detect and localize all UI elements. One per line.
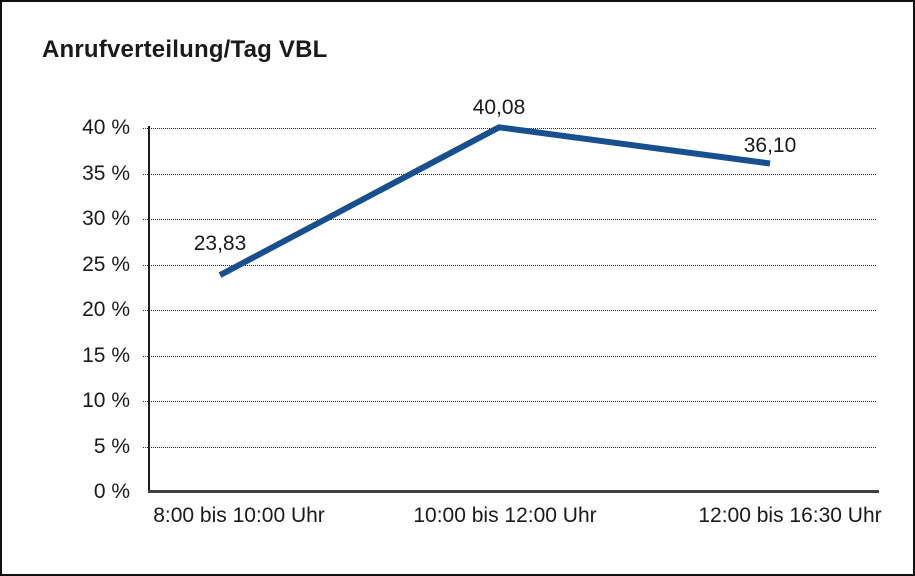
point-label-2: 36,10 [743, 134, 797, 157]
gridline-5 [143, 447, 876, 448]
gridline-30 [143, 219, 876, 220]
gridline-20 [143, 310, 876, 311]
series-line [218, 124, 771, 278]
gridline-25 [143, 265, 876, 266]
chart-title: Anrufverteilung/Tag VBL [42, 36, 328, 63]
gridline-40 [143, 128, 876, 129]
gridline-10 [143, 401, 876, 402]
y-tick-label-5: 5 % [93, 435, 130, 458]
y-tick-label-40: 40 % [82, 116, 130, 139]
y-tick-label-35: 35 % [82, 162, 130, 185]
x-category-label-2: 12:00 bis 16:30 Uhr [698, 504, 882, 527]
gridline-35 [143, 174, 876, 175]
gridline-15 [143, 356, 876, 357]
y-tick-label-30: 30 % [82, 207, 130, 230]
x-category-label-0: 8:00 bis 10:00 Uhr [153, 504, 325, 527]
y-axis-line [148, 126, 150, 493]
x-axis-line [148, 490, 879, 493]
point-label-0: 23,83 [193, 232, 247, 255]
point-label-1: 40,08 [472, 96, 526, 119]
y-tick-label-0: 0 % [93, 480, 130, 503]
x-category-label-1: 10:00 bis 12:00 Uhr [413, 504, 597, 527]
y-tick-label-20: 20 % [82, 298, 130, 321]
y-tick-label-10: 10 % [82, 389, 130, 412]
y-tick-label-15: 15 % [82, 344, 130, 367]
y-tick-label-25: 25 % [82, 253, 130, 276]
